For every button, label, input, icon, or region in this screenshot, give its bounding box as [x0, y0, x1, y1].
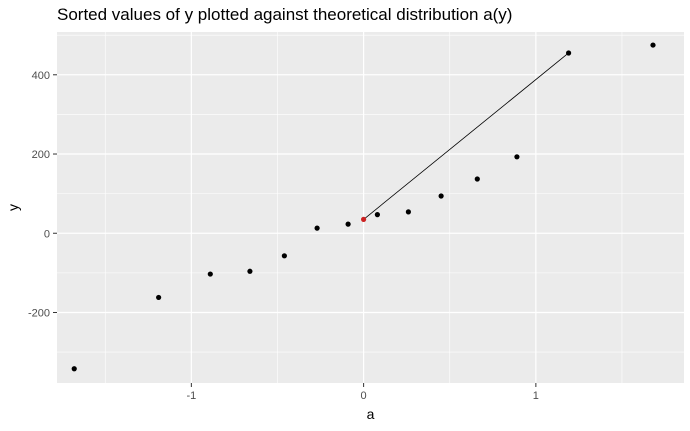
- data-point: [565, 50, 572, 56]
- major-gridlines: [57, 32, 684, 383]
- data-point: [374, 212, 380, 218]
- data-point: [314, 225, 320, 231]
- data-point: [405, 209, 411, 215]
- connector-segment: [363, 52, 569, 220]
- y-tick-label: 200: [32, 149, 50, 161]
- minor-gridlines: [57, 32, 684, 383]
- data-point: [207, 271, 213, 277]
- data-point: [71, 366, 77, 372]
- plot-panel: [57, 32, 684, 383]
- y-tick-label: -200: [28, 307, 50, 319]
- data-point: [345, 221, 351, 227]
- data-point: [438, 193, 444, 199]
- points-layer: [71, 42, 656, 372]
- chart-title: Sorted values of y plotted against theor…: [57, 5, 513, 24]
- x-tick-label: -1: [186, 390, 196, 402]
- data-point: [474, 176, 480, 182]
- y-tick-label: 0: [44, 228, 50, 240]
- x-tick-label: 0: [361, 390, 367, 402]
- data-point: [281, 253, 287, 259]
- data-point: [156, 294, 162, 301]
- y-axis-ticks: -200 0 200 400: [28, 70, 57, 319]
- data-point: [514, 154, 520, 160]
- y-axis-title: y: [5, 204, 21, 211]
- data-point: [650, 42, 656, 48]
- x-axis-title: a: [367, 406, 375, 422]
- x-axis-ticks: -1 0 1: [186, 383, 539, 402]
- data-point: [247, 268, 253, 274]
- y-tick-label: 400: [32, 70, 50, 82]
- highlight-point: [361, 216, 367, 222]
- segment-layer: [363, 52, 569, 220]
- x-tick-label: 1: [533, 390, 539, 402]
